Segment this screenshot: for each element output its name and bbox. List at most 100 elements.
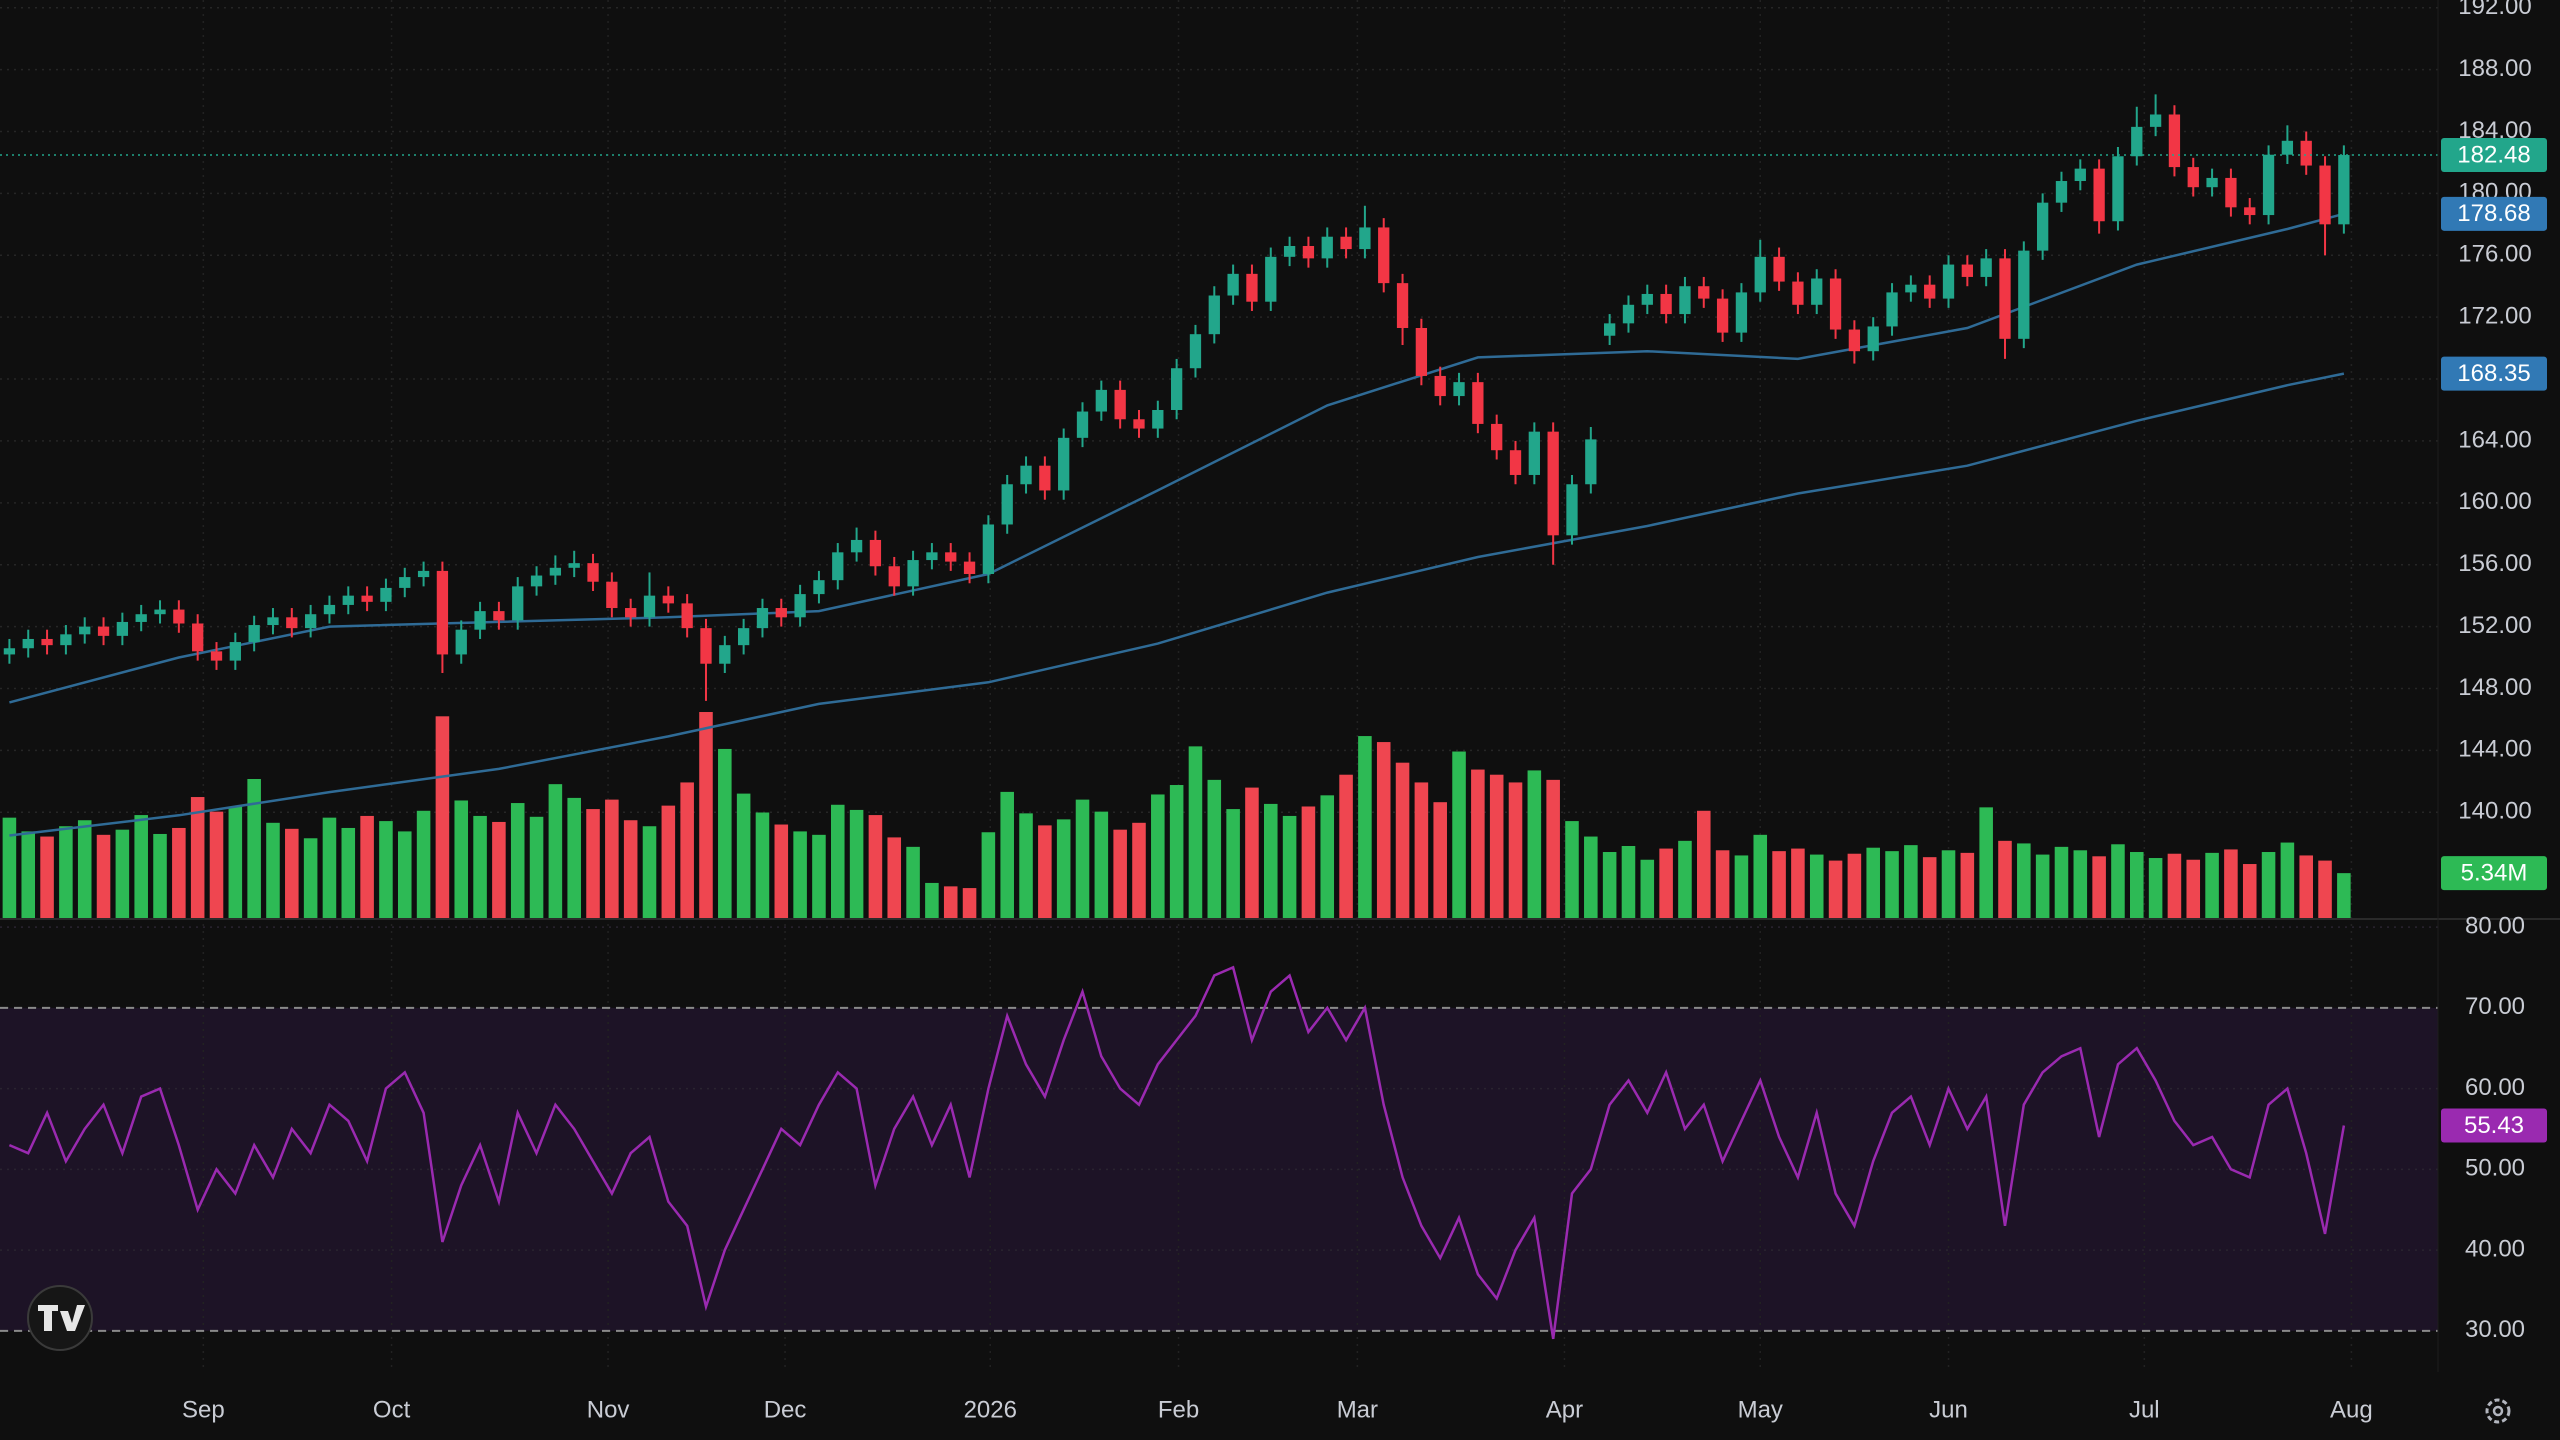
- candle-body: [1001, 484, 1013, 525]
- volume-bar: [586, 809, 600, 919]
- candle-body: [1396, 283, 1409, 328]
- volume-bar: [303, 838, 318, 919]
- candle-body: [1566, 484, 1578, 536]
- settings-button[interactable]: [2485, 1398, 2511, 1424]
- volume-bar: [1471, 769, 1485, 919]
- candle-body: [2018, 250, 2030, 339]
- volume-bar: [1282, 815, 1297, 919]
- candle-body: [549, 567, 562, 576]
- volume-bar: [1094, 811, 1109, 919]
- candle-body: [380, 587, 392, 602]
- candle-body: [60, 634, 72, 646]
- last-price-badge-bg: [2441, 138, 2547, 173]
- volume-bar: [379, 821, 393, 919]
- volume-bar: [1941, 850, 1956, 919]
- volume-bar: [1414, 782, 1429, 919]
- moving-average-badge-bg: [2441, 196, 2547, 231]
- volume-bar: [548, 784, 563, 919]
- moving-average-layer: [9, 212, 2345, 837]
- candle-body: [587, 563, 599, 582]
- candle-body: [304, 614, 317, 629]
- volume-bar: [1640, 859, 1655, 919]
- candle-body: [436, 570, 449, 655]
- volume-bar: [1245, 787, 1259, 919]
- candle-body: [1961, 264, 1973, 277]
- candle-body: [945, 552, 957, 562]
- volume-bar: [1132, 822, 1146, 919]
- candle-body: [1039, 465, 1051, 491]
- logo-mark: [38, 1305, 85, 1331]
- candle-body: [1641, 293, 1653, 305]
- candle-body: [756, 608, 769, 629]
- volume-bar: [1489, 774, 1504, 919]
- candle-body: [1302, 245, 1315, 259]
- volume-bar: [1395, 762, 1410, 919]
- volume-bar: [1056, 819, 1071, 919]
- candle-body: [1905, 284, 1917, 293]
- volume-bar: [2111, 844, 2125, 919]
- x-tick-label: Jul: [2129, 1396, 2160, 1423]
- candle-body: [22, 638, 34, 649]
- candle-body: [192, 623, 204, 652]
- candle-body: [2037, 202, 2049, 251]
- candle-body: [1283, 245, 1296, 257]
- candle-body: [1811, 278, 1823, 305]
- volume-bar: [247, 779, 261, 919]
- candle-body: [1585, 439, 1597, 485]
- candle-body: [1698, 286, 1710, 299]
- volume-bar: [887, 837, 902, 919]
- candle-body: [455, 629, 467, 655]
- candle-body: [1754, 256, 1766, 293]
- volume-bar: [21, 831, 36, 919]
- volume-bar: [360, 815, 374, 919]
- volume-bar: [1527, 770, 1542, 919]
- volume-bar: [510, 803, 525, 919]
- candle-body: [1829, 278, 1842, 330]
- candle-body: [2168, 114, 2181, 168]
- candle-body: [286, 617, 298, 629]
- candle-body: [2131, 126, 2143, 157]
- volume-bar: [2130, 852, 2144, 919]
- volume-bar: [2318, 860, 2332, 919]
- candle-body: [832, 552, 844, 581]
- candle-body: [323, 604, 336, 615]
- rsi-badge: 55.43: [2464, 1112, 2524, 1139]
- volume-bar: [849, 809, 864, 919]
- candle-body: [1472, 382, 1484, 424]
- candle-body: [982, 524, 995, 574]
- volume-bar: [1169, 785, 1184, 919]
- rsi-tick-label: 30.00: [2465, 1316, 2525, 1343]
- volume-bar: [341, 827, 356, 919]
- moving-average-line: [9, 212, 2345, 704]
- candle-body: [399, 577, 411, 588]
- candle-body: [2225, 177, 2237, 208]
- volume-bar: [172, 827, 186, 919]
- x-tick-label: Aug: [2330, 1396, 2373, 1423]
- y-tick-label: 164.00: [2458, 426, 2531, 453]
- candle-body: [41, 638, 53, 646]
- candle-body: [850, 539, 863, 553]
- candle-body: [1340, 236, 1352, 250]
- gear-inner: [2492, 1405, 2504, 1417]
- rsi-tick-label: 80.00: [2465, 912, 2525, 939]
- candle-body: [3, 648, 16, 655]
- candle-body: [2093, 168, 2105, 222]
- volume-bar: [1263, 803, 1278, 919]
- volume-bar: [1584, 836, 1598, 919]
- candle-body: [1265, 256, 1277, 302]
- candle-body: [1359, 227, 1371, 250]
- volume-bar: [1696, 810, 1711, 919]
- logo[interactable]: [27, 1285, 93, 1351]
- candle-body: [2112, 156, 2124, 222]
- volume-bar: [1602, 852, 1617, 919]
- x-tick-label: 2026: [964, 1396, 1017, 1423]
- y-tick-label: 188.00: [2458, 55, 2531, 82]
- candle-body: [97, 626, 110, 636]
- volume-bar: [1038, 825, 1052, 919]
- volume-bar: [322, 817, 337, 919]
- candle-body: [173, 609, 185, 624]
- volume-bar: [1320, 795, 1335, 919]
- candle-body: [417, 570, 430, 578]
- grid-layer: [0, 0, 2438, 1372]
